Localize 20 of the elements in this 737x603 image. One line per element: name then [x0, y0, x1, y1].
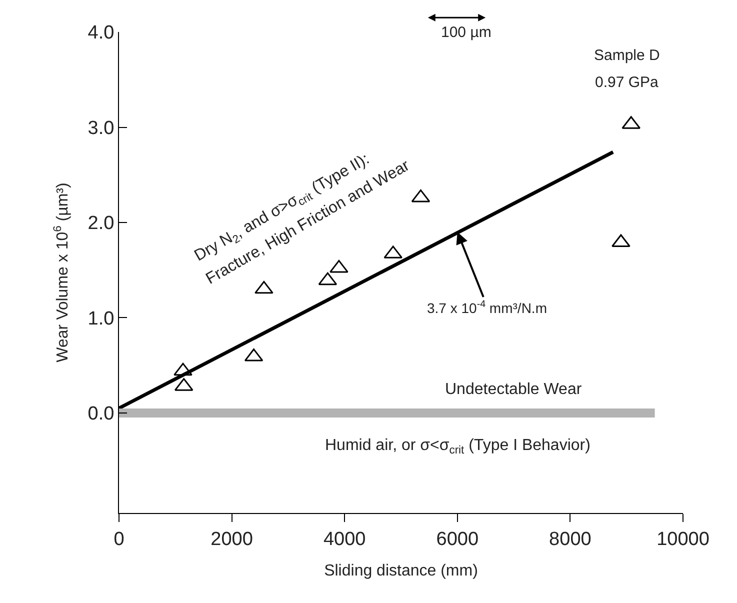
annotation: Sample D	[594, 47, 660, 64]
annotation: 0.97 GPa	[595, 74, 660, 91]
x-tick-label: 0	[114, 528, 124, 550]
x-axis-title: Sliding distance (mm)	[324, 562, 478, 580]
point	[330, 260, 348, 273]
y-tick-label: 0.0	[88, 404, 114, 425]
x-tick-label: 2000	[210, 528, 253, 550]
x-tick-label: 8000	[549, 528, 592, 550]
y-tick-label: 2.0	[88, 213, 114, 234]
x-tick-label: 10000	[656, 528, 710, 550]
point	[174, 362, 192, 376]
annotation: 100 µm	[441, 24, 492, 41]
x-tick-label: 6000	[436, 528, 479, 550]
y-tick-label: 3.0	[88, 118, 114, 139]
annotation: Undetectable Wear	[445, 381, 582, 398]
x-tick-label: 4000	[323, 528, 366, 550]
y-tick-label: 1.0	[88, 308, 114, 330]
annotation: Humid air, or σ<σ$_{crit}$ (Type I Behavior)	[325, 437, 590, 456]
y-tick-label: 4.0	[88, 22, 114, 44]
annotation: 3.7 x 10$^{-4}$ mm³/N.m	[427, 299, 547, 316]
